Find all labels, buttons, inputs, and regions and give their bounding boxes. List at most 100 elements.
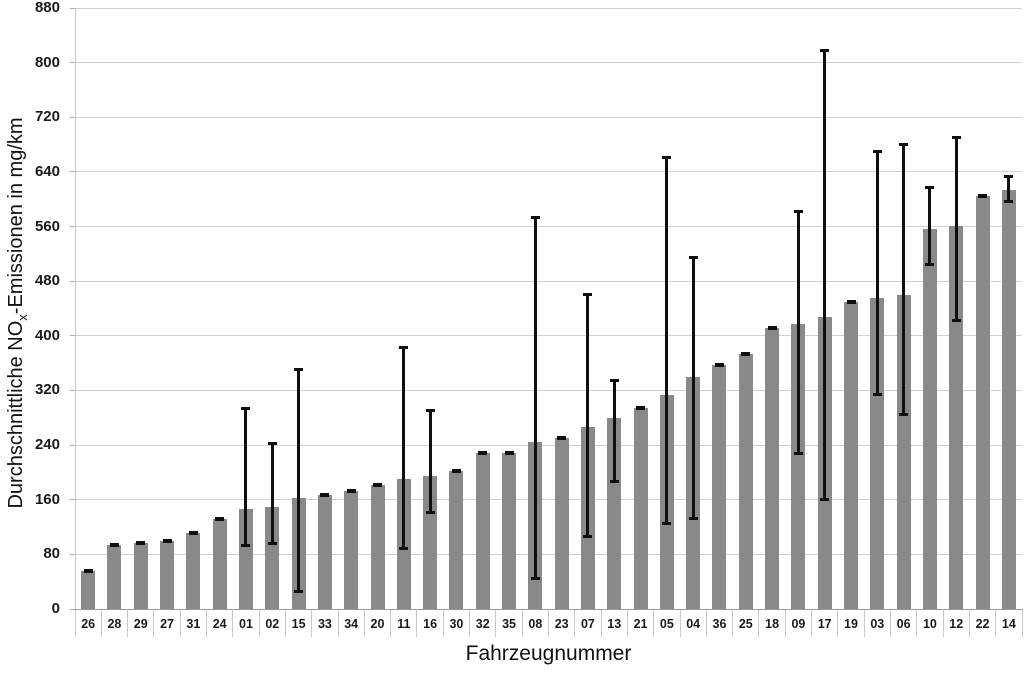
y-tick-label: 880 <box>34 0 60 16</box>
error-bar-cap-bottom <box>399 546 409 550</box>
y-axis-tick <box>70 7 75 9</box>
error-bar-cap-bottom <box>478 452 488 456</box>
error-bar-cap-bottom <box>978 194 988 198</box>
x-axis-separator <box>1021 610 1023 637</box>
error-bar-cap-bottom <box>162 539 172 543</box>
bar <box>870 297 885 609</box>
x-tick-label: 25 <box>738 617 753 631</box>
error-bar-cap-bottom <box>557 437 567 441</box>
x-axis-separator <box>521 610 523 637</box>
error-bar-cap-bottom <box>373 484 382 488</box>
bar <box>265 506 280 609</box>
error-bar-line <box>244 408 248 545</box>
bar <box>765 328 780 609</box>
bar <box>1001 189 1016 609</box>
error-bar-cap-bottom <box>793 452 803 456</box>
error-bar-cap-bottom <box>267 542 277 546</box>
error-bar-cap-bottom <box>583 534 593 538</box>
error-bar-line <box>297 369 301 592</box>
error-bar-cap-bottom <box>530 577 540 581</box>
x-axis-separator <box>284 610 286 637</box>
x-tick-label: 04 <box>686 617 701 631</box>
gridline <box>75 226 1022 228</box>
x-tick-label: 07 <box>580 617 595 631</box>
y-tick-label: 320 <box>34 381 60 399</box>
x-axis-separator <box>416 610 418 637</box>
x-axis-separator <box>837 610 839 637</box>
error-bar-line <box>823 51 827 500</box>
error-bar-cap-top <box>399 346 409 350</box>
bar <box>712 364 727 609</box>
y-axis-tick <box>70 335 75 337</box>
x-tick-label: 33 <box>317 617 332 631</box>
error-bar-cap-bottom <box>320 493 330 497</box>
error-bar-cap-bottom <box>767 327 777 331</box>
x-axis-line <box>75 609 1023 610</box>
error-bar-cap-bottom <box>688 517 698 521</box>
y-axis-tick <box>70 389 75 391</box>
gridline <box>75 335 1022 337</box>
x-tick-label: 36 <box>712 617 727 631</box>
error-bar-cap-top <box>899 143 909 147</box>
y-axis-tick <box>70 62 75 64</box>
y-axis-tick <box>70 608 75 610</box>
x-axis-separator <box>363 610 365 637</box>
error-bar-cap-top <box>583 292 593 296</box>
error-bar-cap-bottom <box>714 363 724 367</box>
bar <box>423 475 438 609</box>
error-bar-cap-bottom <box>241 543 251 547</box>
y-tick-label: 560 <box>34 217 60 235</box>
error-bar-line <box>665 157 669 523</box>
bar <box>160 540 175 609</box>
x-axis-separator <box>679 610 681 637</box>
error-bar-cap-top <box>241 406 251 410</box>
x-tick-label: 12 <box>949 617 964 631</box>
y-tick-label: 720 <box>34 108 60 126</box>
x-axis-separator <box>127 610 129 637</box>
bar <box>107 545 122 609</box>
error-bar-cap-bottom <box>451 470 461 474</box>
x-tick-label: 09 <box>791 617 806 631</box>
x-tick-label: 13 <box>607 617 622 631</box>
bar <box>370 485 385 609</box>
gridline <box>75 280 1022 282</box>
gridline <box>75 116 1022 118</box>
error-bar-line <box>402 348 406 548</box>
x-axis-separator <box>495 610 497 637</box>
error-bar-line <box>875 152 879 394</box>
bar <box>975 195 990 609</box>
x-tick-label: 26 <box>81 617 96 631</box>
error-bar-cap-bottom <box>741 353 751 357</box>
x-axis-separator <box>311 610 313 637</box>
y-axis-tick <box>70 553 75 555</box>
x-tick-label: 06 <box>896 617 911 631</box>
x-tick-label: 27 <box>160 617 174 631</box>
y-axis-tick <box>70 116 75 118</box>
x-axis-title: Fahrzeugnummer <box>465 642 632 665</box>
y-tick-label: 0 <box>51 600 60 617</box>
bar <box>81 571 96 609</box>
error-bar-cap-bottom <box>83 570 93 574</box>
y-axis-tick <box>70 499 75 501</box>
x-axis-separator <box>574 610 576 637</box>
gridline <box>75 444 1022 446</box>
error-bar-line <box>691 257 695 519</box>
error-bar-line <box>586 294 590 536</box>
bar <box>475 453 490 609</box>
x-axis-separator <box>995 610 997 637</box>
error-bar-cap-top <box>951 136 961 140</box>
x-axis-separator <box>179 610 181 637</box>
x-tick-label: 23 <box>554 617 569 631</box>
bar <box>738 354 753 609</box>
gridline <box>75 499 1022 501</box>
x-tick-label: 30 <box>449 617 464 631</box>
error-bar-cap-bottom <box>1004 200 1014 204</box>
error-bar-line <box>1007 177 1011 202</box>
error-bar-line <box>928 187 932 265</box>
bar <box>212 518 227 609</box>
bar <box>449 471 464 609</box>
x-tick-label: 10 <box>922 617 937 631</box>
y-axis-tick <box>70 226 75 228</box>
error-bar-cap-top <box>530 216 540 220</box>
